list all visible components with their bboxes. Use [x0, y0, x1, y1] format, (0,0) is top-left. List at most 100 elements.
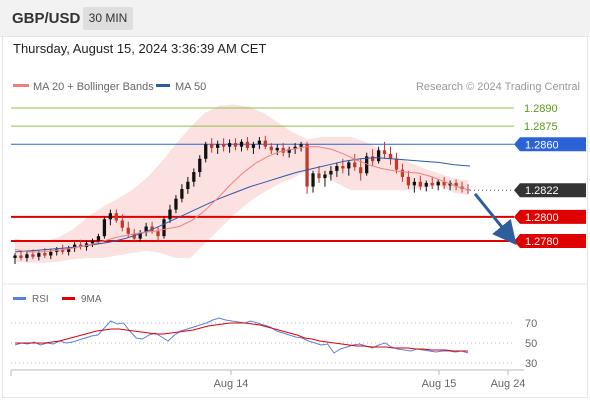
- ma20-line: [14, 146, 471, 253]
- candle-body: [454, 182, 458, 187]
- rsi-ma-line: [15, 322, 468, 352]
- candle-body: [25, 254, 29, 258]
- ma20-legend-swatch: [13, 84, 29, 87]
- candle-body: [382, 150, 387, 154]
- candle-body: [204, 144, 208, 159]
- candle-body: [365, 156, 369, 174]
- chart-frame: [2, 36, 588, 398]
- candle-body: [96, 236, 101, 241]
- candle-body: [114, 213, 118, 221]
- candle-body: [37, 253, 41, 257]
- datetime-label: Thursday, August 15, 2024 3:36:39 AM CET: [13, 41, 267, 56]
- candle-body: [126, 227, 130, 234]
- candle-body: [174, 198, 178, 210]
- candle-body: [233, 143, 238, 147]
- level-label-1.2860: 1.2860: [525, 139, 559, 151]
- level-tag-1.2800: [514, 209, 586, 224]
- level-label-1.2822: 1.2822: [525, 185, 559, 197]
- candle-body: [269, 146, 273, 151]
- ma50-legend-swatch: [156, 84, 170, 87]
- rsi-legend-label: RSI: [32, 294, 49, 305]
- candle-body: [335, 166, 339, 171]
- candle-body: [430, 182, 434, 186]
- candle-body: [239, 141, 244, 147]
- ma20-legend-label: MA 20 + Bollinger Bands: [33, 81, 154, 93]
- candle-body: [13, 255, 17, 258]
- candle-body: [144, 226, 148, 233]
- rsi-tick-30: 30: [525, 358, 537, 370]
- candle-body: [108, 213, 113, 220]
- candle-body: [317, 173, 321, 179]
- candle-body: [186, 181, 190, 190]
- candle-body: [162, 219, 166, 237]
- candle-body: [406, 176, 411, 186]
- time-label-aug15: Aug 15: [422, 378, 457, 390]
- candle-body: [311, 173, 315, 187]
- candle-body: [198, 158, 202, 173]
- candle-body: [78, 244, 83, 248]
- timeframe-badge[interactable]: 30 MIN: [83, 7, 133, 30]
- forecast-arrow: [473, 192, 517, 246]
- candle-body: [329, 170, 333, 175]
- title-bar: GBP/USD 30 MIN: [0, 0, 590, 37]
- candle-body: [293, 146, 297, 150]
- level-label-1.2800: 1.2800: [525, 212, 559, 224]
- candle-body: [299, 144, 303, 147]
- candle-body: [257, 140, 262, 145]
- candle-body: [19, 255, 23, 258]
- candle-body: [418, 181, 422, 187]
- ma50-legend-label: MA 50: [175, 81, 206, 93]
- candle-body: [221, 144, 226, 147]
- candle-body: [400, 169, 405, 177]
- candle-body: [370, 156, 375, 162]
- candle-body: [216, 144, 220, 148]
- candle-body: [347, 162, 351, 169]
- candle-body: [61, 249, 65, 252]
- candle-body: [412, 181, 416, 186]
- candle-body: [192, 172, 196, 182]
- candle-body: [263, 140, 267, 147]
- bollinger-band-area: [15, 104, 468, 263]
- candle-body: [49, 251, 53, 256]
- candle-body: [436, 181, 440, 186]
- level-tag-1.2780: [514, 234, 586, 248]
- candle-body: [394, 158, 399, 170]
- candle-body: [376, 150, 381, 162]
- rsi-ma-legend-swatch: [62, 297, 75, 300]
- level-label-1.2890: 1.2890: [524, 103, 558, 115]
- candle-body: [341, 166, 345, 169]
- candle-body: [168, 209, 172, 220]
- candle-body: [67, 248, 71, 252]
- level-label-1.2780: 1.2780: [525, 236, 559, 248]
- candle-body: [424, 182, 428, 187]
- candle-body: [180, 189, 184, 199]
- candle-body: [31, 254, 35, 257]
- candle-body: [323, 174, 327, 179]
- candle-body: [275, 147, 279, 151]
- candle-body: [388, 153, 393, 159]
- candle-body: [72, 244, 77, 249]
- candle-body: [120, 220, 124, 228]
- level-label-1.2875: 1.2875: [524, 121, 558, 133]
- candle-body: [156, 231, 160, 237]
- candle-body: [442, 181, 446, 186]
- candle-body: [251, 144, 256, 148]
- rsi-tick-70: 70: [525, 318, 537, 330]
- candle-body: [138, 232, 142, 239]
- candle-body: [287, 149, 291, 153]
- level-tag-1.2822: [514, 183, 586, 198]
- symbol-label: GBP/USD: [12, 10, 81, 27]
- candle-body: [353, 162, 357, 168]
- candle-body: [281, 147, 285, 153]
- candle-body: [305, 144, 309, 187]
- level-tag-1.2860: [514, 137, 586, 152]
- candle-body: [210, 144, 214, 148]
- candle-body: [102, 219, 107, 237]
- time-label-aug14: Aug 14: [214, 378, 249, 390]
- candle-body: [90, 241, 95, 244]
- rsi-legend-swatch: [13, 297, 26, 300]
- rsi-tick-50: 50: [525, 338, 537, 350]
- time-label-aug24: Aug 24: [491, 378, 526, 390]
- rsi-ma-legend-label: 9MA: [81, 294, 102, 305]
